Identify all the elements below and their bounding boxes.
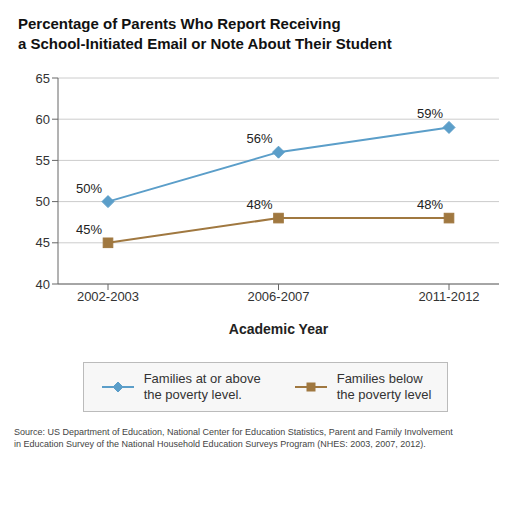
svg-text:40: 40 xyxy=(36,277,50,292)
svg-text:59%: 59% xyxy=(417,106,443,121)
svg-text:56%: 56% xyxy=(246,131,272,146)
svg-text:45: 45 xyxy=(36,235,50,250)
svg-text:50: 50 xyxy=(36,194,50,209)
svg-text:65: 65 xyxy=(36,71,50,86)
svg-text:50%: 50% xyxy=(76,181,102,196)
svg-text:48%: 48% xyxy=(417,197,443,212)
svg-text:45%: 45% xyxy=(76,222,102,237)
html-text:Families at or above the pover: Families at or above the poverty level. xyxy=(143,371,261,402)
svg-text:2002-2003: 2002-2003 xyxy=(77,289,139,304)
html-text:Percentage of Parents Who Repo: Percentage of Parents Who Report Receivi… xyxy=(18,15,392,52)
svg-text:2011-2012: 2011-2012 xyxy=(418,289,479,304)
svg-text:60: 60 xyxy=(36,112,50,127)
svg-text:Academic Year: Academic Year xyxy=(229,321,329,337)
html-text:Families below the poverty lev: Families below the poverty level xyxy=(336,371,432,402)
svg-text:48%: 48% xyxy=(246,197,272,212)
svg-text:55: 55 xyxy=(36,153,50,168)
html-text:Source: US Department of Educa: Source: US Department of Education, Nati… xyxy=(14,427,453,449)
svg-text:2006-2007: 2006-2007 xyxy=(247,289,309,304)
